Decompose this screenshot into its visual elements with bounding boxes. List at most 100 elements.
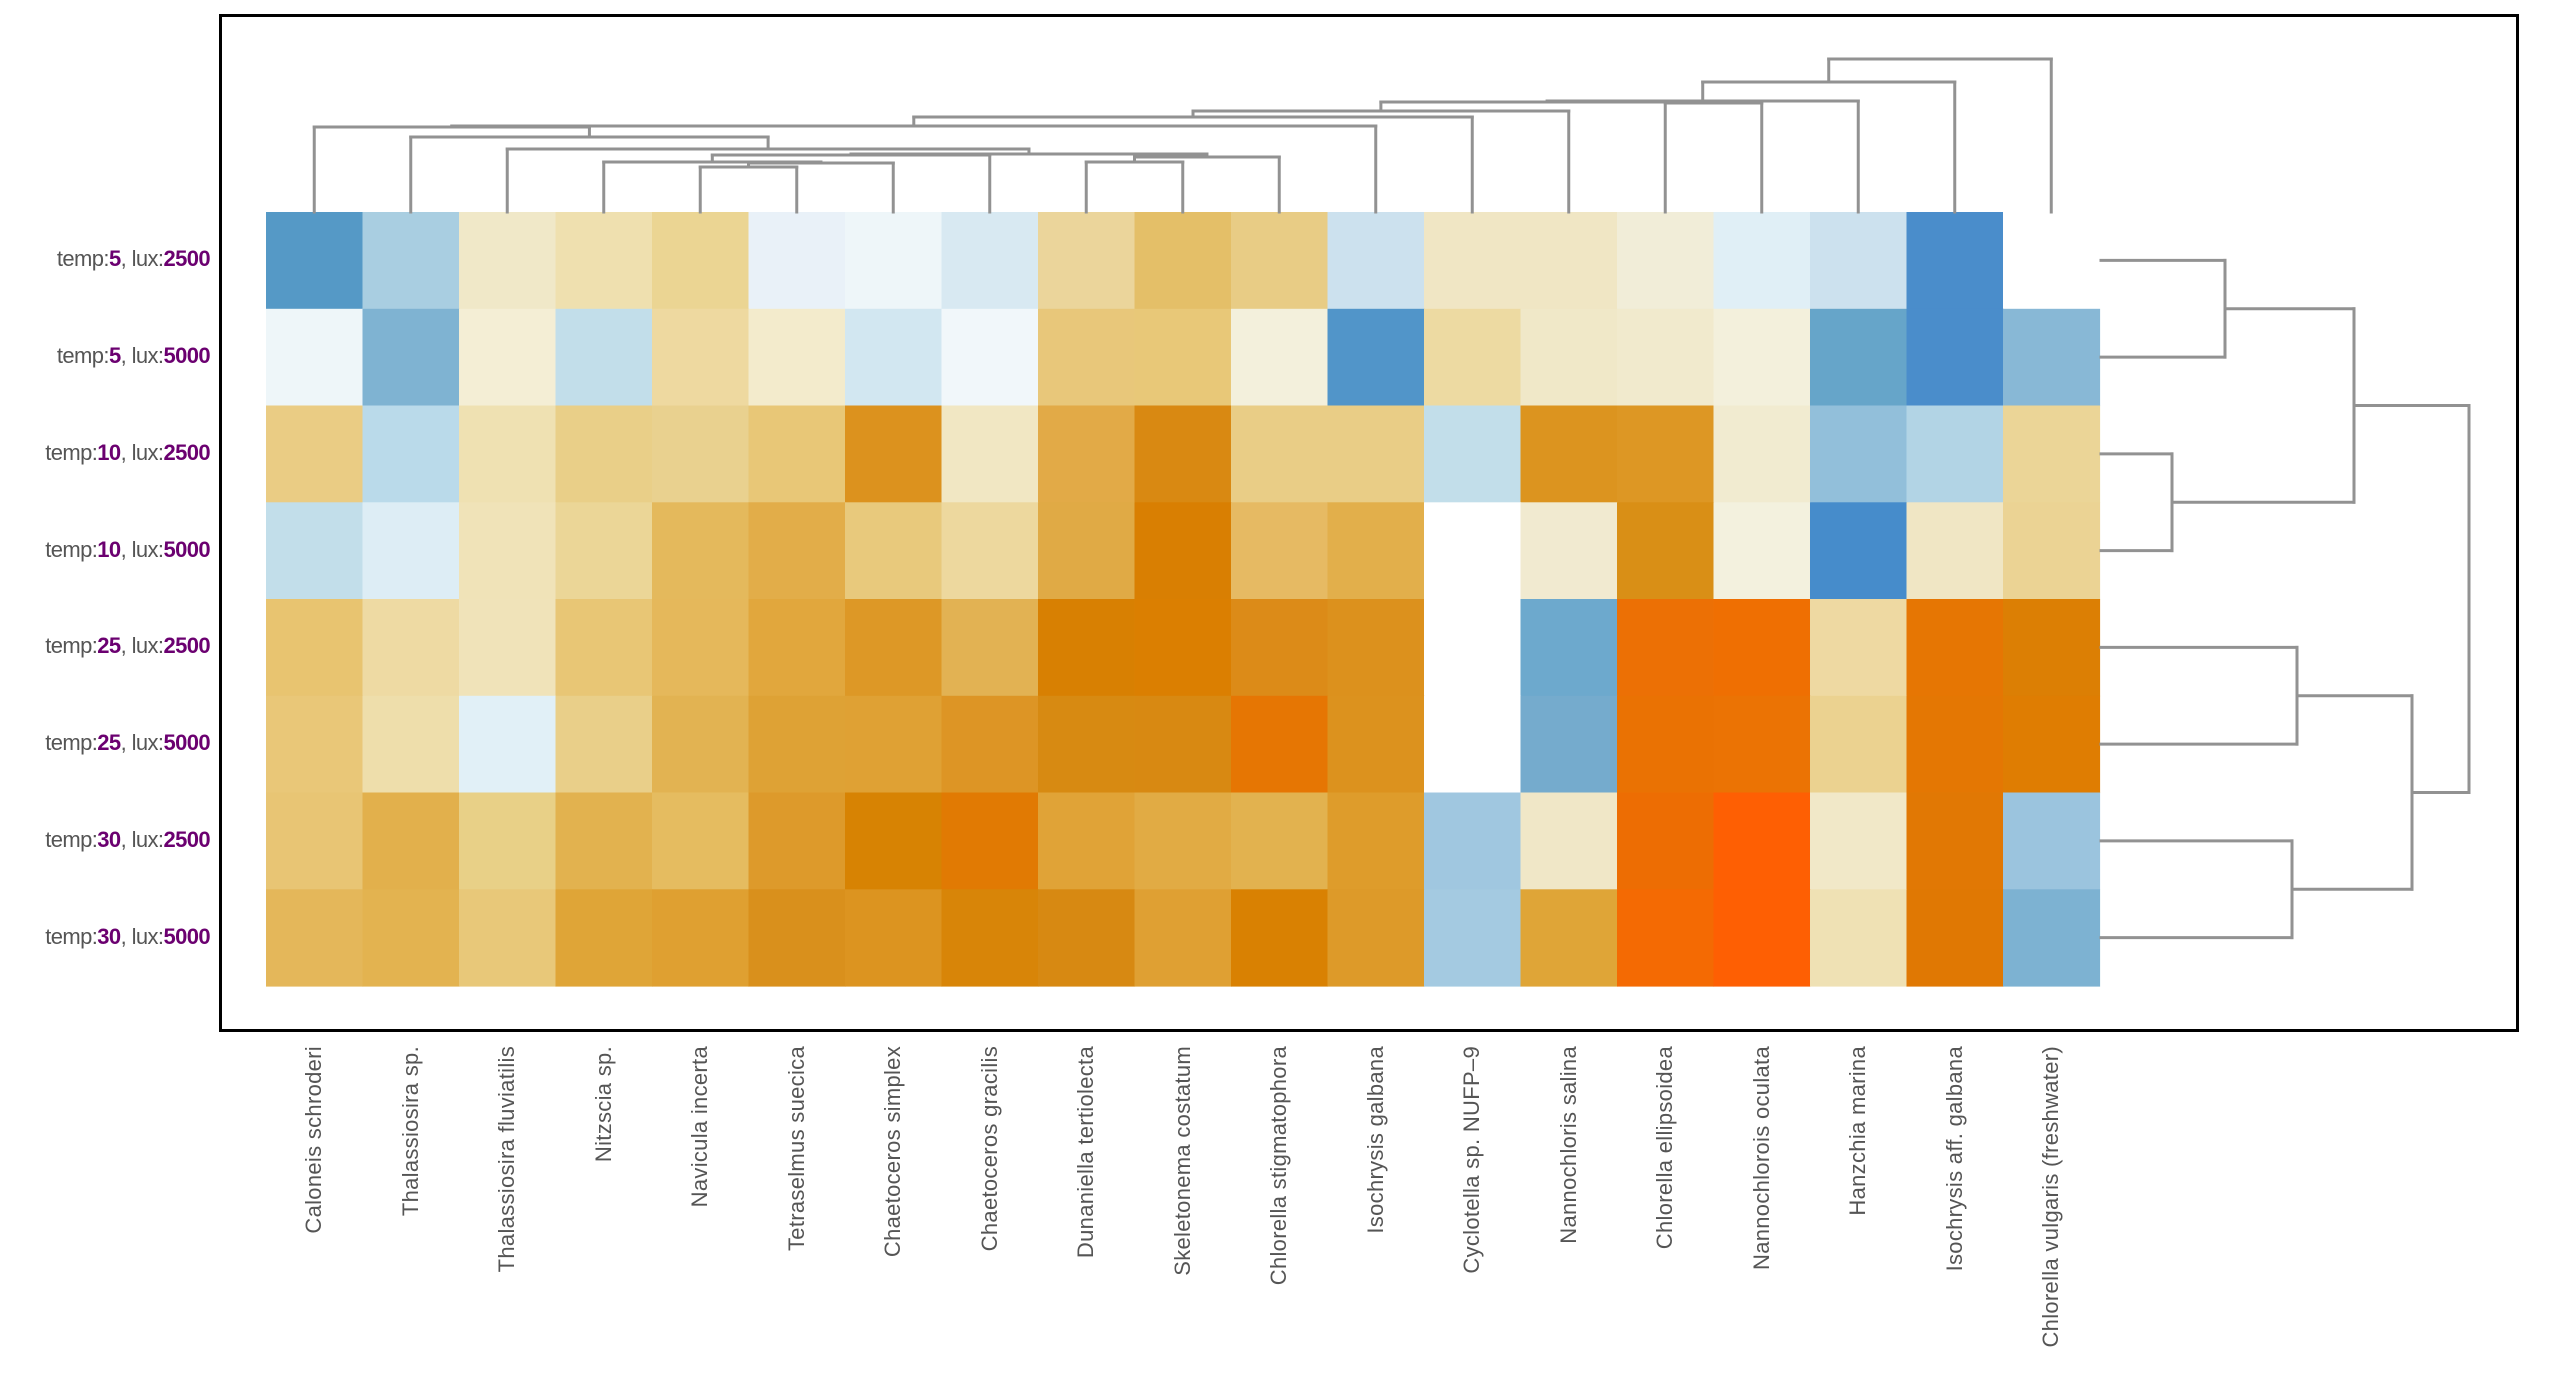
heatmap-cell bbox=[941, 792, 1039, 890]
heatmap-cell bbox=[1713, 502, 1811, 600]
heatmap-cell bbox=[266, 695, 364, 794]
heatmap-cell bbox=[941, 889, 1039, 987]
heatmap-cell bbox=[941, 502, 1039, 600]
column-label: Caloneis schroderi bbox=[301, 1046, 327, 1234]
heatmap-cell bbox=[2003, 308, 2101, 407]
heatmap-cell bbox=[1906, 502, 2004, 600]
heatmap-cell bbox=[1424, 405, 1522, 503]
heatmap-cell bbox=[2003, 599, 2101, 697]
heatmap-cell bbox=[845, 308, 943, 407]
row-label: temp:10, lux:5000 bbox=[45, 536, 210, 562]
heatmap-cell bbox=[1134, 502, 1232, 600]
heatmap-cell bbox=[1906, 599, 2004, 697]
row-label-temp: 10 bbox=[97, 439, 121, 465]
row-label: temp:30, lux:5000 bbox=[45, 923, 210, 949]
heatmap-cell bbox=[266, 405, 364, 503]
heatmap-cell bbox=[1038, 695, 1136, 794]
heatmap-cell bbox=[748, 405, 846, 503]
column-label: Cyclotella sp. NUFP–9 bbox=[1459, 1046, 1485, 1274]
heatmap-cell bbox=[459, 212, 557, 310]
heatmap-cell bbox=[845, 695, 943, 794]
row-label-lux: 5000 bbox=[163, 923, 210, 949]
heatmap-cell bbox=[652, 212, 750, 310]
row-label-prefix: temp: bbox=[45, 923, 98, 949]
row-label-prefix: temp: bbox=[45, 826, 98, 852]
heatmap-cell bbox=[845, 599, 943, 697]
heatmap-cell bbox=[1424, 889, 1522, 987]
heatmap-cell bbox=[555, 599, 653, 697]
heatmap-cell bbox=[1520, 599, 1618, 697]
row-label-lux: 2500 bbox=[163, 826, 210, 852]
heatmap-cell bbox=[2003, 212, 2101, 310]
heatmap-cell bbox=[941, 212, 1039, 310]
column-label: Chlorella ellipsoidea bbox=[1652, 1046, 1678, 1250]
row-label-lux: 5000 bbox=[163, 343, 210, 369]
heatmap-cell bbox=[748, 695, 846, 794]
column-label: Skeletonema costatum bbox=[1169, 1046, 1195, 1276]
heatmap-cell bbox=[1327, 212, 1425, 310]
row-label-temp: 5 bbox=[108, 343, 121, 369]
heatmap-cell bbox=[1038, 502, 1136, 600]
heatmap-cell bbox=[555, 212, 653, 310]
heatmap-cell bbox=[1038, 792, 1136, 890]
heatmap-cell bbox=[362, 212, 460, 310]
heatmap-cell bbox=[555, 405, 653, 503]
heatmap-cell bbox=[362, 695, 460, 794]
heatmap-cell bbox=[1810, 792, 1908, 890]
heatmap-cell bbox=[1134, 889, 1232, 987]
row-label: temp:5, lux:2500 bbox=[56, 246, 211, 272]
column-label: Chlorella stigmatophora bbox=[1266, 1046, 1292, 1286]
heatmap-cell bbox=[1810, 502, 1908, 600]
heatmap-cell bbox=[459, 599, 557, 697]
heatmap-cell bbox=[1327, 405, 1425, 503]
heatmap-cell bbox=[652, 308, 750, 407]
row-label-lux: 5000 bbox=[163, 730, 210, 756]
row-label-mid: , lux: bbox=[120, 439, 164, 465]
heatmap-cell bbox=[1713, 308, 1811, 407]
heatmap-cell bbox=[555, 792, 653, 890]
column-label: Thalassiosira fluviatilis bbox=[494, 1046, 520, 1273]
heatmap-cell bbox=[266, 599, 364, 697]
heatmap-cell bbox=[555, 502, 653, 600]
row-label-prefix: temp: bbox=[45, 536, 98, 562]
heatmap-cell bbox=[1520, 695, 1618, 794]
row-label-prefix: temp: bbox=[45, 730, 98, 756]
column-label: Isochrysis galbana bbox=[1362, 1046, 1388, 1234]
heatmap-cell bbox=[1231, 212, 1329, 310]
column-label: Chaetoceros gracilis bbox=[976, 1046, 1002, 1252]
heatmap-cell bbox=[1617, 502, 1715, 600]
heatmap-cell bbox=[1520, 889, 1618, 987]
heatmap-cell bbox=[1810, 308, 1908, 407]
heatmap-cell bbox=[1617, 792, 1715, 890]
heatmap-cell bbox=[1520, 405, 1618, 503]
heatmap-cell bbox=[1327, 502, 1425, 600]
row-label-lux: 2500 bbox=[163, 246, 210, 272]
heatmap-cell bbox=[362, 405, 460, 503]
heatmap-cell bbox=[362, 502, 460, 600]
heatmap-cell bbox=[1617, 889, 1715, 987]
heatmap-cell bbox=[941, 599, 1039, 697]
heatmap-cell bbox=[748, 889, 846, 987]
row-label-mid: , lux: bbox=[120, 536, 164, 562]
heatmap-cell bbox=[748, 308, 846, 407]
heatmap-cell bbox=[1617, 308, 1715, 407]
heatmap-cell bbox=[845, 502, 943, 600]
row-label: temp:25, lux:2500 bbox=[45, 634, 210, 658]
heatmap-cell bbox=[1713, 599, 1811, 697]
heatmap-cell bbox=[1231, 308, 1329, 407]
heatmap-cell bbox=[748, 792, 846, 890]
heatmap-cell bbox=[1713, 405, 1811, 503]
heatmap-cell bbox=[1327, 308, 1425, 407]
heatmap-cell bbox=[1038, 599, 1136, 697]
row-label-mid: , lux: bbox=[120, 730, 164, 756]
heatmap-cell bbox=[652, 792, 750, 890]
row-label-prefix: temp: bbox=[56, 246, 110, 272]
heatmap-cell bbox=[362, 792, 460, 890]
column-label: Chlorella vulgaris (freshwater) bbox=[2038, 1046, 2064, 1348]
row-label: temp:25, lux:5000 bbox=[45, 731, 210, 755]
heatmap-cell bbox=[1424, 599, 1522, 697]
column-label: Nannochlorois oculata bbox=[1748, 1046, 1774, 1270]
heatmap-cell bbox=[1906, 889, 2004, 987]
heatmap-cell bbox=[1810, 599, 1908, 697]
heatmap-cell bbox=[652, 889, 750, 987]
